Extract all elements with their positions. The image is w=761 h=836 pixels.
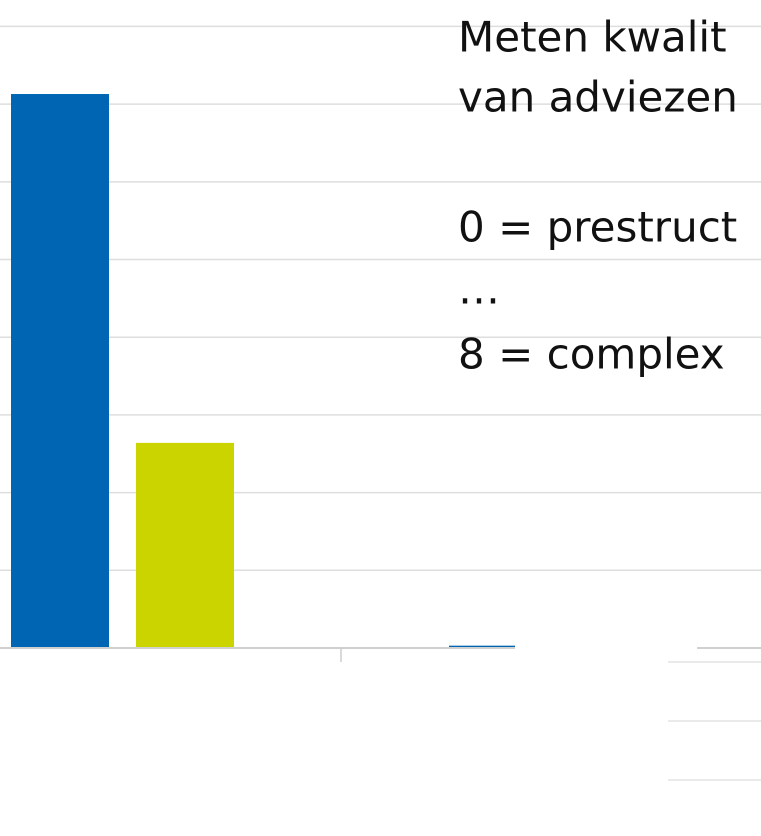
annotation: … xyxy=(458,265,500,314)
bars xyxy=(11,94,547,648)
grid xyxy=(0,25,761,649)
bar xyxy=(11,94,109,648)
bar xyxy=(136,442,234,648)
bar xyxy=(449,645,547,648)
overlay-box xyxy=(515,571,697,661)
annotation: 8 = complex xyxy=(458,330,725,379)
annotation: 0 = prestruct xyxy=(458,203,737,252)
annotations: Meten kwalit van adviezen 0 = prestruct … 8 … xyxy=(458,13,738,379)
annotation: Meten kwalit xyxy=(458,13,727,62)
annotation: van adviezen xyxy=(458,73,738,122)
